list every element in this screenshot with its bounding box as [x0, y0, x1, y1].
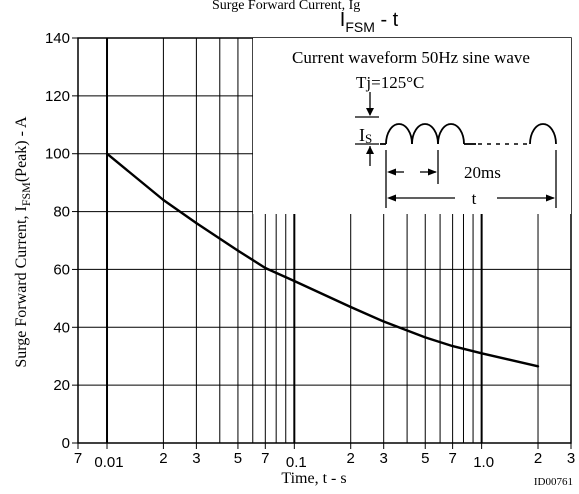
curve-point — [451, 344, 454, 348]
inset-background — [253, 38, 571, 214]
cropped-top-text: Surge Forward Current, Ig — [212, 0, 360, 13]
curve-point — [536, 365, 540, 368]
curve-point — [382, 320, 385, 323]
y-tick-labels: 0 20 40 60 80 100 120 140 — [45, 30, 78, 452]
y-tick-label: 60 — [53, 261, 70, 278]
x-tick-label: 0.01 — [94, 454, 123, 471]
curve-point — [162, 198, 165, 202]
period-dimension — [385, 150, 557, 208]
y-tick-label: 20 — [53, 377, 70, 394]
curve-point — [424, 336, 427, 339]
chart-title: IFSM - t — [340, 9, 399, 35]
x-tick-labels: 7 0.01 2 3 5 7 0.1 2 3 5 7 1.0 2 3 — [74, 443, 575, 471]
x-tick-label: 0.1 — [286, 454, 307, 471]
curve-point — [236, 249, 240, 252]
duration-label: t — [472, 189, 477, 208]
inset-waveform-text: Current waveform 50Hz sine wave — [292, 48, 530, 67]
x-tick-label: 7 — [74, 450, 82, 467]
x-tick-label: 2 — [534, 450, 542, 467]
curve-point — [195, 221, 198, 225]
document-id: ID00761 — [534, 476, 573, 488]
x-tick-label: 3 — [567, 450, 575, 467]
y-tick-label: 120 — [45, 88, 70, 105]
curve-points — [105, 152, 540, 368]
y-axis-label: Surge Forward Current, IFSM(Peak) - A — [13, 116, 33, 368]
inset-temperature-text: Tj=125°C — [356, 73, 424, 92]
y-tick-label: 40 — [53, 319, 70, 336]
y-tick-label: 0 — [62, 435, 70, 452]
y-tick-label: 100 — [45, 146, 70, 163]
waveform-inset: Current waveform 50Hz sine wave Tj=125°C… — [253, 38, 571, 214]
x-axis-label: Time, t - s — [281, 470, 346, 487]
period-label: 20ms — [464, 163, 501, 182]
x-tick-label: 7 — [261, 450, 269, 467]
is-dimension-marker — [355, 92, 379, 166]
x-tick-label: 2 — [347, 450, 355, 467]
curve-point — [105, 152, 109, 155]
x-tick-label: 5 — [234, 450, 242, 467]
ifsm-curve — [106, 152, 539, 368]
curve-point — [293, 279, 296, 283]
x-tick-label: 2 — [159, 450, 167, 467]
curve-point — [264, 266, 267, 270]
x-tick-label: 3 — [380, 450, 388, 467]
y-tick-label: 140 — [45, 30, 70, 47]
x-tick-label: 7 — [448, 450, 456, 467]
x-tick-label: 1.0 — [473, 454, 494, 471]
curve-point — [480, 352, 483, 355]
y-tick-label: 80 — [53, 204, 70, 221]
is-label: IS — [359, 125, 372, 146]
x-tick-label: 5 — [421, 450, 429, 467]
curve-point — [349, 305, 352, 309]
x-tick-label: 3 — [192, 450, 200, 467]
sine-pulse-train — [380, 123, 557, 145]
